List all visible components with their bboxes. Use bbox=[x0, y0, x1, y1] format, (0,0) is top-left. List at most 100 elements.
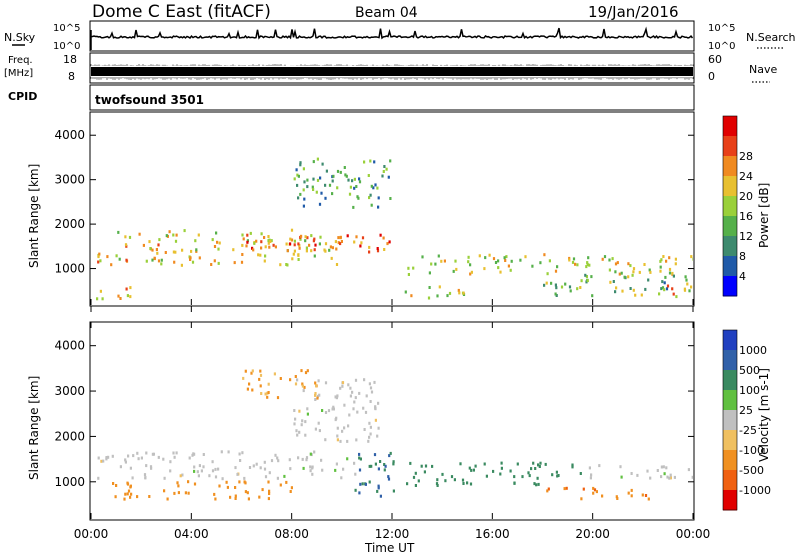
velocity-range-cell bbox=[431, 464, 434, 468]
power-range-cell bbox=[319, 235, 322, 239]
power-range-cell bbox=[263, 236, 266, 239]
power-range-cell bbox=[142, 243, 145, 247]
velocity-range-cell bbox=[327, 409, 331, 413]
velocity-y-tick-label: 4000 bbox=[54, 339, 85, 353]
velocity-range-cell bbox=[236, 472, 239, 476]
velocity-data-marks bbox=[97, 369, 693, 501]
power-range-cell bbox=[448, 291, 452, 295]
power-range-cell bbox=[611, 257, 614, 261]
power-range-cell bbox=[320, 191, 323, 195]
power-range-cell bbox=[407, 266, 410, 270]
power-range-cell bbox=[571, 260, 575, 264]
power-range-cell bbox=[311, 185, 314, 189]
velocity-range-cell bbox=[295, 429, 298, 433]
velocity-range-cell bbox=[221, 477, 224, 481]
power-range-cell bbox=[469, 263, 472, 267]
power-range-cell bbox=[554, 292, 557, 296]
velocity-range-cell bbox=[97, 476, 100, 480]
power-range-cell bbox=[690, 255, 693, 259]
velocity-range-cell bbox=[267, 480, 270, 484]
power-range-cell bbox=[124, 243, 128, 247]
power-range-cell bbox=[296, 173, 299, 177]
velocity-range-cell bbox=[267, 391, 270, 394]
velocity-range-cell bbox=[302, 466, 305, 470]
velocity-range-cell bbox=[546, 489, 549, 493]
power-range-cell bbox=[632, 267, 636, 271]
power-range-cell bbox=[609, 280, 612, 284]
velocity-range-cell bbox=[321, 409, 324, 412]
power-range-cell bbox=[376, 249, 380, 253]
velocity-range-cell bbox=[474, 464, 477, 468]
velocity-range-cell bbox=[173, 491, 176, 495]
nsearch-label: N.Search bbox=[746, 31, 796, 44]
power-range-cell bbox=[373, 160, 376, 164]
velocity-range-cell bbox=[276, 456, 279, 460]
velocity-range-cell bbox=[352, 407, 355, 411]
velocity-range-cell bbox=[334, 395, 337, 399]
velocity-range-cell bbox=[537, 463, 540, 467]
power-range-cell bbox=[358, 177, 361, 181]
velocity-range-cell bbox=[248, 466, 252, 469]
power-range-cell bbox=[499, 270, 502, 274]
velocity-range-cell bbox=[267, 382, 270, 386]
power-range-cell bbox=[128, 235, 132, 239]
power-range-cell bbox=[252, 248, 255, 252]
power-range-cell bbox=[510, 259, 513, 263]
power-range-cell bbox=[436, 294, 439, 298]
power-range-cell bbox=[586, 261, 589, 265]
power-range-cell bbox=[369, 159, 372, 163]
power-range-cell bbox=[302, 167, 305, 171]
power-range-cell bbox=[246, 239, 249, 243]
power-range-cell bbox=[300, 234, 303, 238]
colorbar-tick-label: -1000 bbox=[739, 484, 771, 497]
power-range-cell bbox=[546, 272, 549, 276]
velocity-range-cell bbox=[370, 390, 374, 394]
velocity-range-cell bbox=[193, 469, 196, 473]
power-colorbar-label: Power [dB] bbox=[757, 183, 771, 248]
power-range-cell bbox=[99, 289, 102, 293]
power-range-cell bbox=[383, 248, 386, 251]
velocity-range-cell bbox=[539, 461, 542, 465]
velocity-range-cell bbox=[580, 497, 583, 501]
power-range-cell bbox=[543, 253, 546, 257]
power-range-cell bbox=[339, 170, 342, 174]
velocity-range-cell bbox=[188, 456, 191, 460]
velocity-range-cell bbox=[306, 407, 309, 411]
colorbar-segment bbox=[723, 176, 737, 197]
velocity-range-cell bbox=[258, 495, 261, 499]
power-range-cell bbox=[268, 245, 271, 249]
velocity-range-cell bbox=[363, 378, 366, 382]
velocity-range-cell bbox=[217, 467, 220, 471]
power-range-cell bbox=[218, 241, 221, 245]
power-range-cell bbox=[585, 265, 588, 269]
velocity-range-cell bbox=[316, 394, 319, 398]
velocity-range-cell bbox=[242, 376, 245, 380]
power-range-cell bbox=[290, 238, 294, 242]
velocity-range-cell bbox=[124, 492, 127, 496]
power-range-cell bbox=[331, 192, 334, 196]
velocity-range-cell bbox=[466, 481, 469, 485]
power-range-cell bbox=[106, 255, 109, 259]
velocity-range-cell bbox=[259, 369, 262, 373]
x-tick-label: 12:00 bbox=[375, 527, 410, 541]
nsearch-tick-top: 10^5 bbox=[708, 23, 735, 34]
velocity-range-cell bbox=[499, 472, 502, 476]
velocity-range-cell bbox=[353, 461, 356, 465]
velocity-range-cell bbox=[226, 485, 229, 489]
power-range-cell bbox=[666, 284, 670, 288]
velocity-range-cell bbox=[336, 426, 339, 430]
velocity-range-cell bbox=[166, 497, 169, 501]
velocity-range-cell bbox=[214, 467, 217, 471]
power-range-cell bbox=[434, 262, 437, 266]
power-range-cell bbox=[352, 205, 355, 209]
velocity-range-cell bbox=[538, 465, 541, 468]
power-range-cell bbox=[372, 186, 375, 190]
colorbar-segment bbox=[723, 236, 737, 257]
power-range-cell bbox=[370, 184, 373, 188]
power-range-cell bbox=[568, 256, 571, 260]
power-range-cell bbox=[180, 263, 183, 267]
velocity-range-cell bbox=[436, 484, 439, 487]
velocity-range-cell bbox=[590, 473, 593, 477]
power-range-cell bbox=[348, 192, 352, 196]
power-range-cell bbox=[671, 271, 674, 275]
